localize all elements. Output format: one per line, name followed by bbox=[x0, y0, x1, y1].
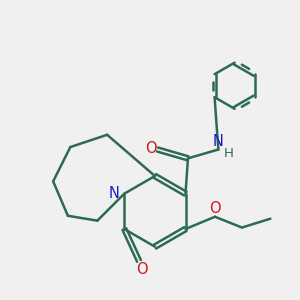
Text: H: H bbox=[224, 147, 234, 160]
Text: O: O bbox=[145, 141, 157, 156]
Text: N: N bbox=[213, 134, 224, 149]
Text: O: O bbox=[136, 262, 147, 277]
Text: N: N bbox=[109, 186, 120, 201]
Text: O: O bbox=[209, 201, 221, 216]
